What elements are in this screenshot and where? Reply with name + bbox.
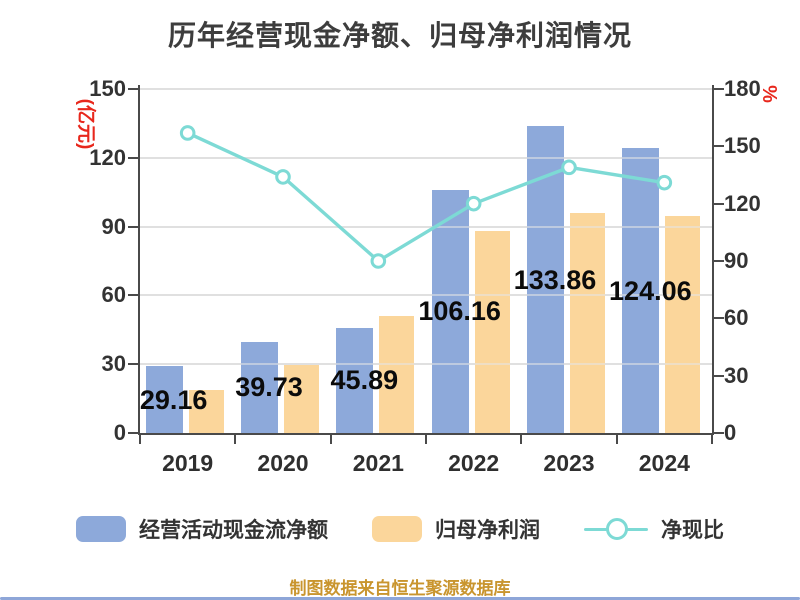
ratio-point (656, 174, 673, 191)
left-axis-tick (128, 294, 140, 297)
left-axis-tick (128, 88, 140, 90)
left-axis-tick (128, 363, 140, 366)
gridline-overlay (140, 225, 712, 228)
right-axis-tick (712, 317, 724, 320)
right-axis-tick-label: 90 (724, 248, 749, 273)
x-axis-tick (520, 435, 523, 444)
left-axis-tick-label: 150 (89, 76, 126, 101)
bar-profit-2024 (665, 216, 701, 433)
bar-cashflow-2024 (622, 148, 660, 433)
bottom-border (0, 597, 800, 600)
bar-value-label: 124.06 (609, 275, 692, 306)
ratio-point (561, 159, 577, 176)
bar-profit-2020 (284, 365, 319, 433)
right-axis-tick-label: 60 (724, 305, 749, 331)
right-axis-tick (712, 260, 724, 262)
bar-value-label: 39.73 (235, 372, 303, 403)
ratio-point (370, 253, 387, 269)
left-axis-tick-label: 30 (101, 351, 126, 377)
gridline-overlay (140, 88, 712, 90)
x-axis-tick (711, 435, 713, 444)
left-axis-tick (128, 225, 140, 228)
left-axis-tick-label: 120 (89, 144, 126, 170)
left-axis-tick-label: 0 (113, 420, 126, 445)
legend-label-profit: 归母净利润 (435, 519, 540, 542)
left-axis-tick (128, 156, 140, 159)
left-axis-tick-label: 60 (101, 282, 126, 308)
bar-value-label: 106.16 (418, 296, 501, 327)
bar-cashflow-2020 (241, 341, 278, 433)
bar-profit-2019 (188, 390, 224, 433)
x-axis-tick (615, 435, 618, 444)
bar-cashflow-2021 (336, 327, 374, 433)
footer-note: 制图数据来自恒生聚源数据库 (289, 579, 511, 598)
chart-title: 历年经营现金净额、归母净利润情况 (167, 20, 632, 51)
bar-profit-2021 (379, 316, 415, 433)
right-axis-tick-label: 0 (724, 420, 737, 445)
legend-item-profit: 归母净利润 (372, 514, 540, 544)
right-axis-tick-label: 120 (724, 190, 761, 216)
right-axis-tick (712, 202, 724, 205)
bar-profit-2022 (474, 230, 510, 433)
cashflow-swatch-icon (76, 516, 126, 542)
x-axis-tick (139, 435, 141, 444)
x-axis-tick (329, 435, 332, 444)
x-axis-label-2022: 2022 (448, 450, 500, 476)
ratio-point (275, 169, 291, 185)
ratio-line-marker-icon (584, 516, 648, 542)
ratio-point (465, 195, 482, 212)
x-axis-label-2023: 2023 (543, 450, 595, 476)
legend-item-ratio: 净现比 (584, 514, 724, 544)
x-axis-label-2019: 2019 (162, 450, 214, 476)
ratio-point (179, 125, 196, 141)
bar-value-label: 45.89 (330, 365, 399, 396)
legend-label-ratio: 净现比 (661, 519, 724, 542)
bar-value-label: 29.16 (139, 384, 208, 415)
left-axis-tick-label: 90 (101, 213, 126, 239)
x-axis-label-2020: 2020 (257, 450, 309, 476)
bar-profit-2023 (570, 212, 605, 433)
right-axis-tick (712, 374, 724, 377)
legend-label-cashflow: 经营活动现金流净额 (139, 519, 328, 542)
x-axis-tick (425, 435, 427, 444)
gridline-overlay (140, 363, 712, 366)
bar-cashflow-2022 (431, 189, 469, 433)
right-axis-tick-label: 30 (724, 362, 749, 388)
x-axis-label-2021: 2021 (352, 450, 404, 476)
left-axis-tick (128, 432, 140, 434)
gridline-overlay (140, 294, 712, 297)
bar-cashflow-2019 (145, 366, 183, 433)
profit-swatch-icon (372, 516, 422, 542)
legend: 经营活动现金流净额 归母净利润 净现比 (0, 514, 800, 544)
ratio-line (179, 125, 673, 269)
right-axis-tick (712, 432, 724, 434)
x-axis-tick (234, 435, 237, 444)
right-axis-tick (712, 88, 724, 90)
gridline-overlay (140, 156, 712, 159)
right-axis-tick (712, 145, 724, 148)
right-axis-tick-label: 150 (724, 133, 761, 159)
x-axis-label-2024: 2024 (638, 450, 690, 476)
legend-item-cashflow: 经营活动现金流净额 (76, 514, 328, 544)
right-axis-tick-label: 180 (724, 76, 761, 101)
bar-value-label: 133.86 (513, 264, 597, 295)
